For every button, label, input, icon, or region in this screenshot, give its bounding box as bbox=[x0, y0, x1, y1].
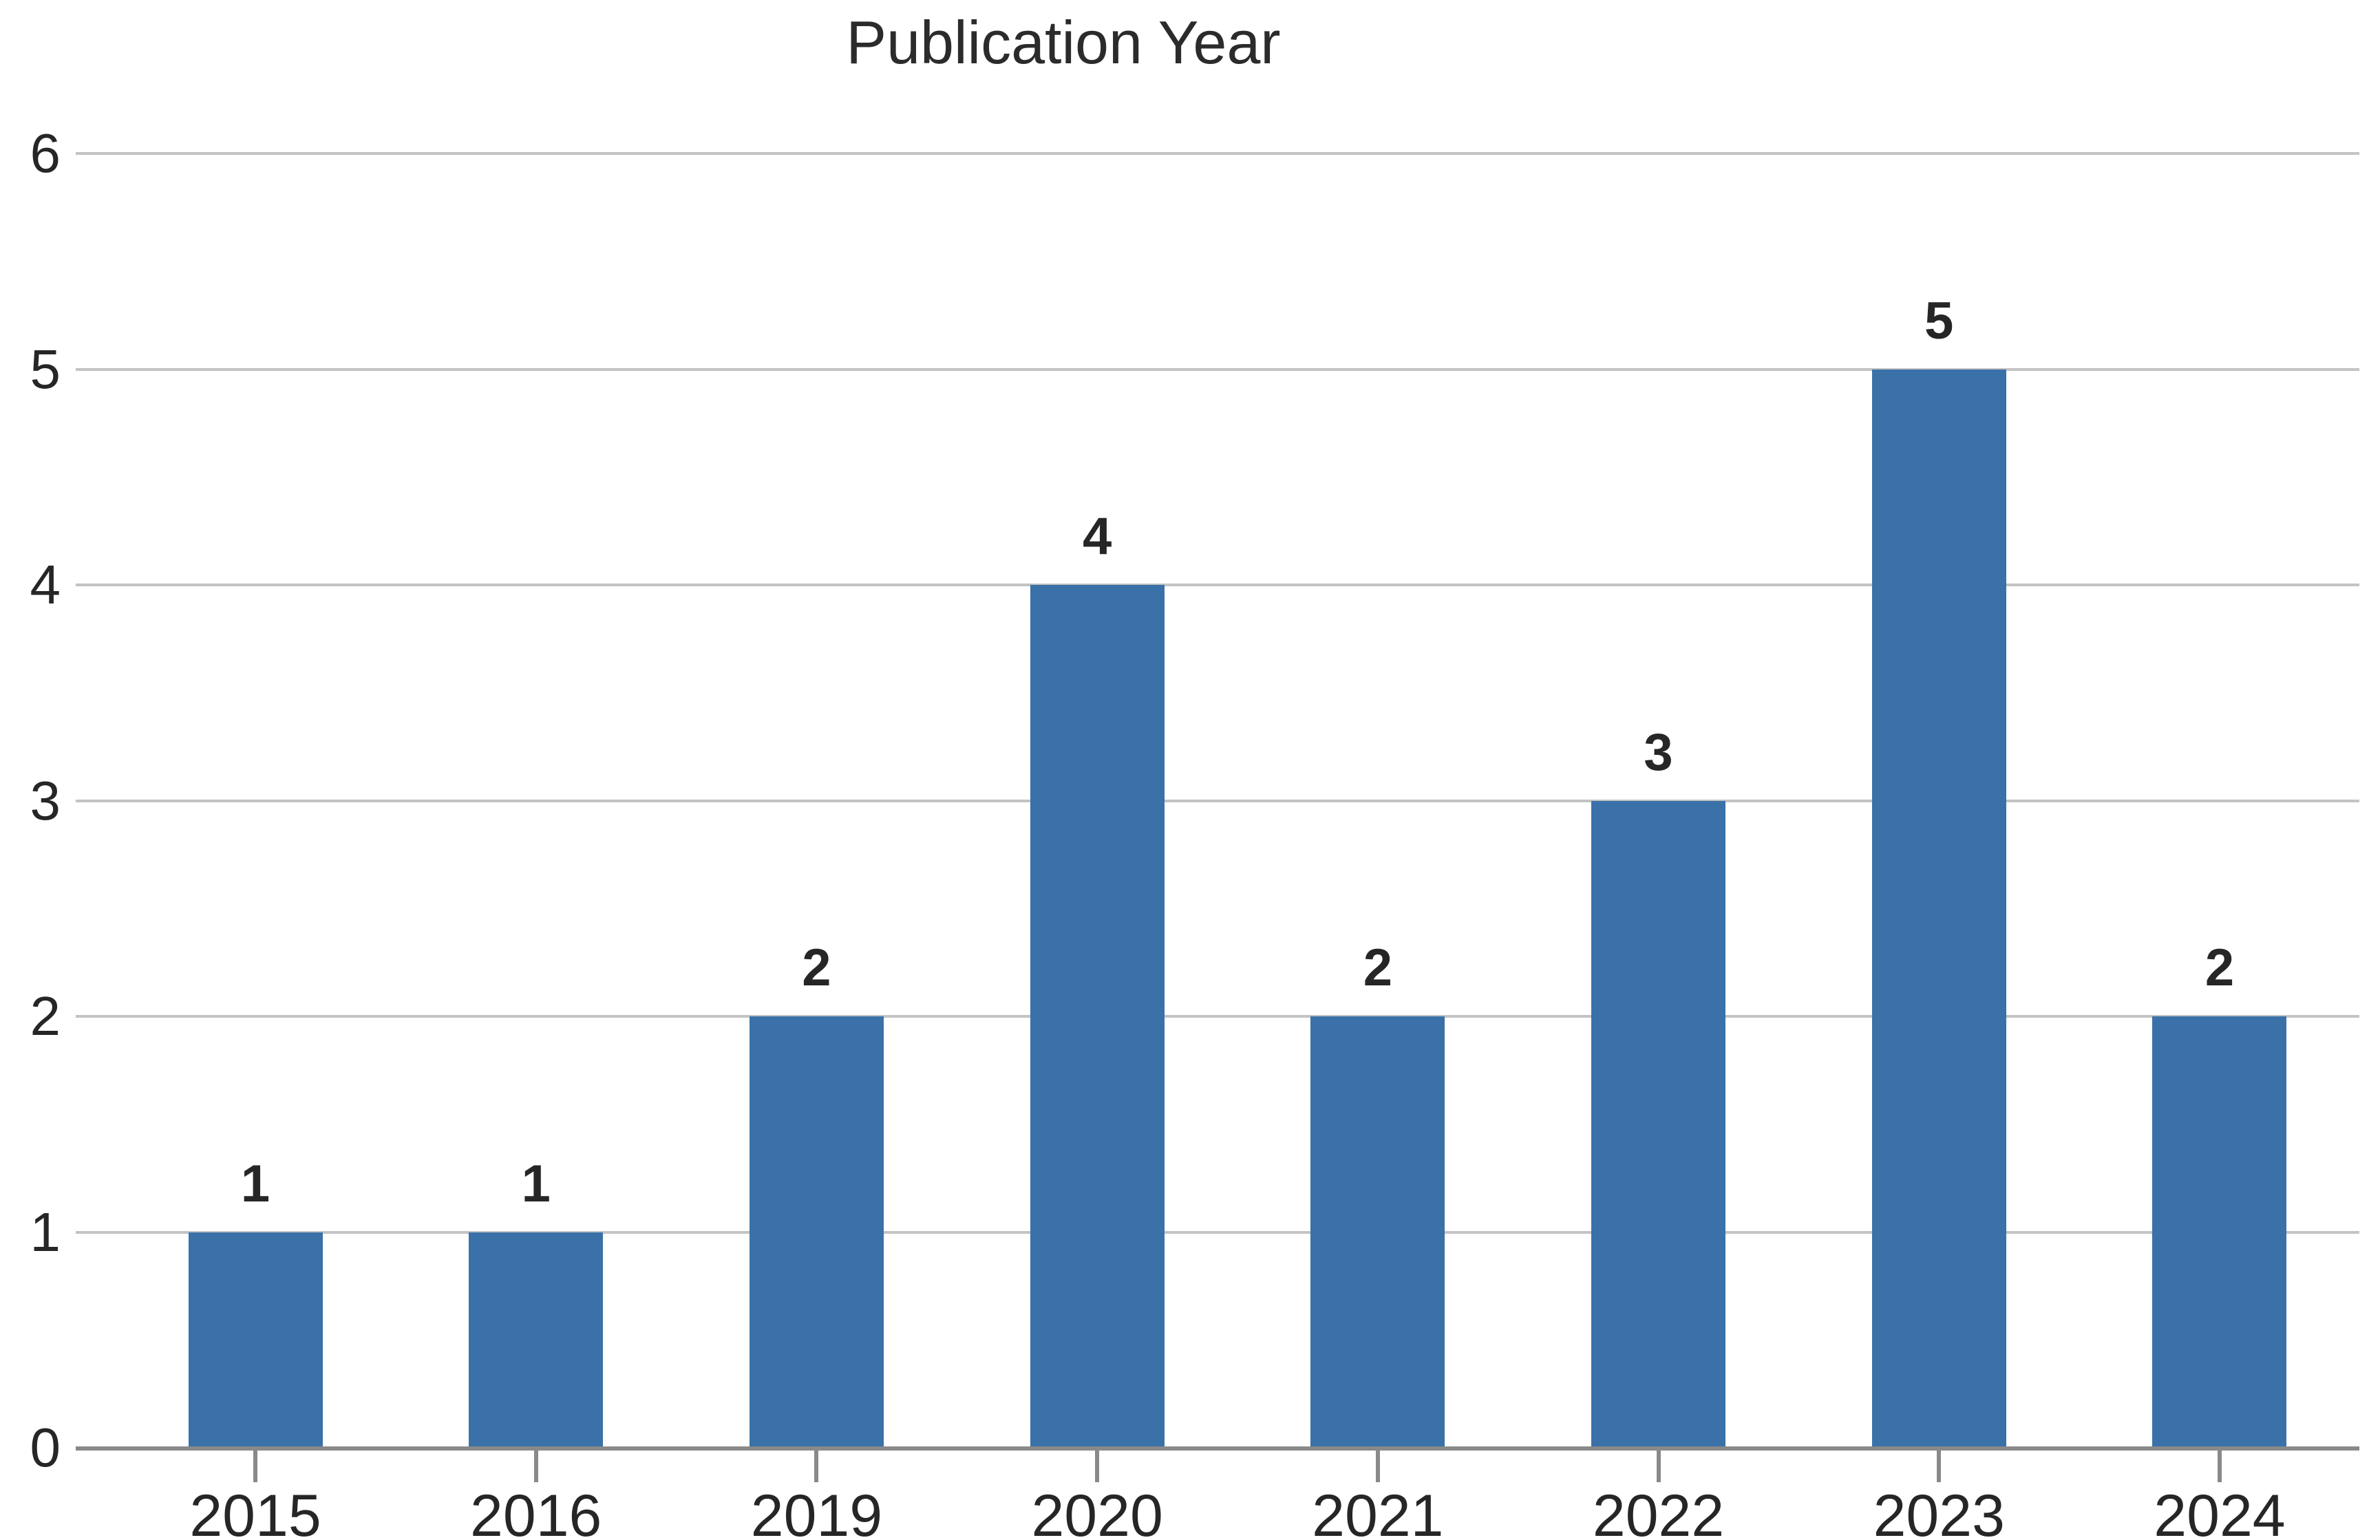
bar-value-label-2020: 4 bbox=[1082, 507, 1112, 566]
y-tick-label-3: 3 bbox=[30, 769, 61, 831]
bar-value-label-2019: 2 bbox=[802, 939, 831, 997]
bar-2016 bbox=[469, 1232, 604, 1448]
gridline-3 bbox=[76, 799, 2359, 802]
x-tick-label-2022: 2022 bbox=[1592, 1483, 1725, 1540]
gridline-2 bbox=[76, 1015, 2359, 1018]
bar-value-label-2023: 5 bbox=[1924, 291, 1954, 350]
bar-2024 bbox=[2152, 1016, 2287, 1448]
y-tick-label-2: 2 bbox=[30, 985, 61, 1047]
x-tick-2023 bbox=[1937, 1451, 1942, 1482]
x-tick-label-2024: 2024 bbox=[2154, 1483, 2286, 1540]
bar-2020 bbox=[1030, 585, 1165, 1448]
bar-value-label-2022: 3 bbox=[1644, 723, 1673, 782]
bar-value-label-2024: 2 bbox=[2204, 939, 2235, 997]
gridline-6 bbox=[76, 152, 2359, 155]
y-tick-label-1: 1 bbox=[30, 1201, 61, 1263]
bar-2015 bbox=[188, 1232, 323, 1448]
y-tick-label-5: 5 bbox=[30, 338, 61, 400]
x-tick-label-2020: 2020 bbox=[1031, 1483, 1163, 1540]
x-axis-line bbox=[76, 1446, 2359, 1451]
x-tick-2015 bbox=[253, 1451, 257, 1482]
x-tick-label-2015: 2015 bbox=[189, 1483, 321, 1540]
bar-value-label-2021: 2 bbox=[1363, 939, 1392, 997]
gridline-5 bbox=[76, 367, 2359, 371]
y-tick-label-6: 6 bbox=[30, 122, 61, 184]
x-tick-label-2016: 2016 bbox=[470, 1483, 602, 1540]
x-tick-label-2019: 2019 bbox=[750, 1483, 883, 1540]
y-tick-label-0: 0 bbox=[30, 1417, 61, 1478]
x-tick-label-2023: 2023 bbox=[1873, 1483, 2005, 1540]
x-tick-2016 bbox=[533, 1451, 538, 1482]
bar-2022 bbox=[1591, 800, 1726, 1448]
bar-value-label-2016: 1 bbox=[521, 1154, 551, 1213]
gridline-1 bbox=[76, 1230, 2359, 1234]
gridline-4 bbox=[76, 584, 2359, 586]
x-tick-2022 bbox=[1656, 1451, 1661, 1482]
bar-2023 bbox=[1871, 369, 2006, 1448]
bar-2019 bbox=[749, 1016, 884, 1448]
chart-title: Publication Year bbox=[846, 8, 1281, 76]
x-tick-2019 bbox=[814, 1451, 819, 1482]
x-tick-2020 bbox=[1095, 1451, 1100, 1482]
bar-2021 bbox=[1310, 1016, 1445, 1448]
bar-value-label-2015: 1 bbox=[240, 1154, 270, 1213]
x-tick-label-2021: 2021 bbox=[1312, 1483, 1444, 1540]
y-tick-label-4: 4 bbox=[30, 554, 61, 615]
x-tick-2021 bbox=[1375, 1451, 1380, 1482]
x-tick-2024 bbox=[2217, 1451, 2222, 1482]
